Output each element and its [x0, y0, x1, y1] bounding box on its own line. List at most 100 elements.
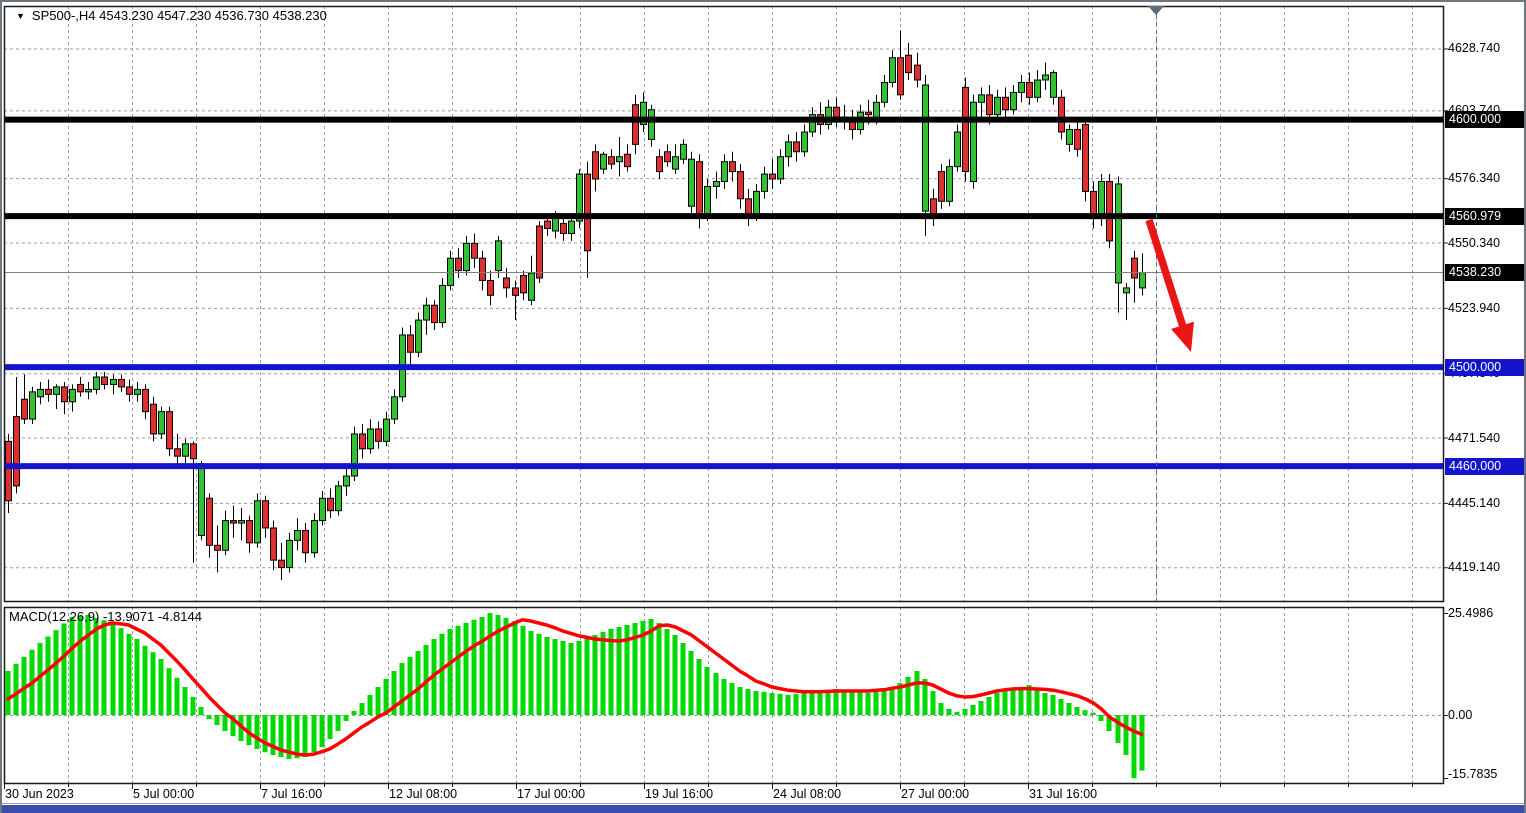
macd-tick-label: 25.4986 — [1448, 605, 1496, 621]
macd-histogram-bar — [1090, 712, 1096, 715]
macd-histogram-bar — [994, 693, 1000, 715]
macd-histogram-bar — [978, 701, 984, 715]
macd-histogram-bar — [632, 623, 638, 715]
date-label: 12 Jul 08:00 — [389, 787, 458, 801]
candle-body — [53, 386, 60, 395]
macd-histogram-bar — [319, 715, 325, 747]
macd-histogram-bar — [447, 629, 453, 715]
macd-histogram-bar — [897, 683, 903, 715]
macd-histogram-bar — [777, 693, 783, 715]
macd-histogram-bar — [479, 617, 485, 715]
candle-body — [801, 131, 808, 153]
macd-histogram-bar — [801, 693, 807, 715]
candle-body — [495, 240, 502, 272]
macd-histogram-bar — [737, 687, 743, 715]
macd-histogram-bar — [222, 715, 228, 731]
macd-histogram-bar — [278, 715, 284, 757]
candle-body — [1139, 272, 1146, 289]
macd-histogram-bar — [536, 633, 542, 715]
candle-body — [833, 106, 840, 118]
date-label: 27 Jul 00:00 — [901, 787, 970, 801]
macd-histogram-bar — [455, 625, 461, 715]
macd-histogram-bar — [399, 663, 405, 715]
macd-histogram-bar — [753, 691, 759, 715]
macd-histogram-bar — [415, 651, 421, 715]
macd-histogram-bar — [938, 703, 944, 715]
candle-body — [487, 279, 494, 296]
symbol-dropdown-icon[interactable]: ▼ — [16, 11, 25, 21]
candle-body — [616, 156, 623, 163]
candle-body — [648, 109, 655, 140]
macd-histogram-bar — [230, 715, 236, 737]
price-tick-label: 4628.740 — [1448, 40, 1503, 57]
trend-arrow-shaft[interactable] — [1145, 218, 1188, 333]
macd-histogram-bar — [865, 693, 871, 715]
candle-body — [536, 225, 543, 279]
candle-body — [704, 185, 711, 215]
candle-body — [994, 96, 1001, 116]
candle-body — [624, 153, 631, 168]
candle-body — [198, 463, 205, 536]
candle-body — [254, 500, 261, 544]
candle-body — [1042, 74, 1049, 81]
macd-histogram-bar — [648, 619, 654, 715]
candle-body — [1106, 180, 1113, 242]
candle-body — [182, 443, 189, 457]
candle-body — [439, 284, 446, 324]
candle-body — [423, 304, 430, 321]
date-label: 7 Jul 16:00 — [261, 787, 323, 801]
candle-body — [166, 411, 173, 450]
macd-histogram-bar — [158, 659, 164, 715]
macd-histogram-bar — [214, 715, 220, 725]
candle-body — [391, 396, 398, 420]
candle-body — [737, 171, 744, 200]
macd-histogram-bar — [624, 625, 630, 715]
price-tick-label: 4419.140 — [1448, 559, 1503, 576]
candle-body — [962, 86, 969, 173]
macd-histogram-bar — [817, 691, 823, 715]
candle-body — [753, 190, 760, 217]
macd-histogram-bar — [262, 715, 268, 753]
price-line-badge: 4460.000 — [1445, 457, 1525, 475]
macd-histogram-bar — [270, 715, 276, 755]
macd-histogram-bar — [962, 709, 968, 715]
end-marker-triangle-icon[interactable] — [1148, 6, 1164, 15]
macd-histogram-bar — [1034, 689, 1040, 715]
candle-body — [1115, 183, 1122, 284]
macd-histogram-bar — [101, 620, 107, 715]
candle-body — [294, 529, 301, 541]
candle-body — [21, 398, 28, 420]
macd-histogram-bar — [664, 629, 670, 715]
macd-histogram-bar — [367, 695, 373, 715]
candle-body — [1018, 81, 1025, 93]
candle-body — [889, 57, 896, 83]
trend-arrow-head[interactable] — [1171, 321, 1194, 352]
candle-body — [431, 304, 438, 324]
macd-histogram-bar — [471, 619, 477, 715]
bottom-divider — [0, 803, 1526, 804]
candle-body — [528, 272, 535, 301]
candle-body — [479, 257, 486, 281]
macd-histogram-bar — [640, 621, 646, 715]
candle-body — [1066, 129, 1073, 145]
macd-histogram-bar — [1042, 693, 1048, 715]
macd-histogram-bar — [311, 715, 317, 753]
candle-body — [897, 57, 904, 96]
candle-body — [544, 220, 551, 230]
macd-histogram-bar — [126, 633, 132, 715]
macd-histogram-bar — [351, 711, 357, 715]
candle-body — [471, 242, 478, 259]
candle-body — [13, 416, 20, 487]
macd-histogram-bar — [881, 691, 887, 715]
macd-histogram-bar — [761, 691, 767, 715]
candle-body — [351, 433, 358, 477]
macd-histogram-bar — [407, 657, 413, 715]
candle-body — [809, 114, 816, 133]
candle-body — [407, 334, 414, 353]
candle-body — [455, 257, 462, 272]
candle-body — [238, 520, 245, 524]
macd-histogram-bar — [1058, 699, 1064, 715]
macd-histogram-bar — [608, 629, 614, 715]
